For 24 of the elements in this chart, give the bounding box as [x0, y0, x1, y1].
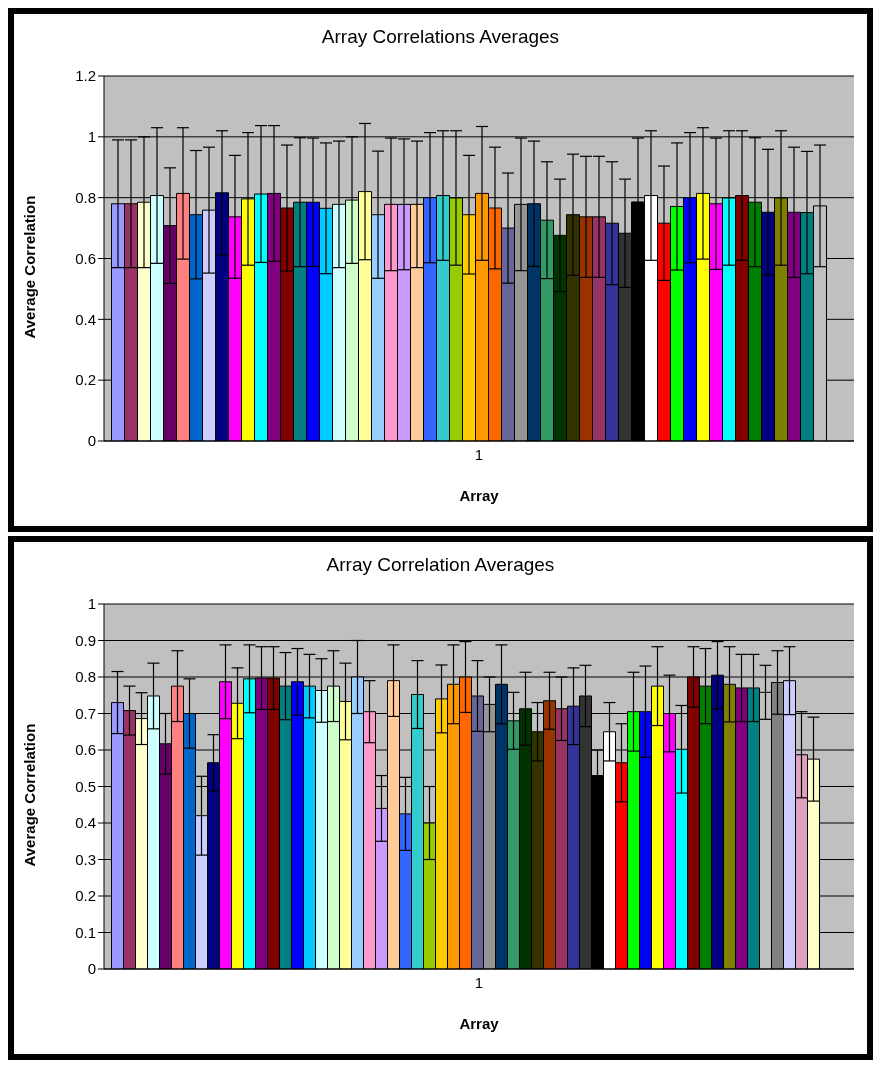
- chart-title: Array Correlations Averages: [320, 25, 561, 49]
- y-tick-label: 1: [87, 595, 96, 613]
- y-tick-label: 0.8: [75, 188, 96, 206]
- y-tick-label: 1.2: [75, 67, 96, 85]
- y-tick-label: 0: [87, 960, 96, 978]
- y-tick-label: 0.9: [75, 631, 96, 649]
- y-tick-label: 1: [87, 128, 96, 146]
- y-tick-label: 0.6: [75, 249, 96, 267]
- y-tick-label: 0.4: [75, 814, 96, 832]
- y-tick-label: 0.4: [75, 310, 96, 328]
- y-tick-label: 0.3: [75, 850, 96, 868]
- y-tick-label: 0.2: [75, 371, 96, 389]
- y-tick-label: 0: [87, 432, 96, 450]
- y-tick-label: 0.1: [75, 923, 96, 941]
- y-tick-label: 0.7: [75, 704, 96, 722]
- x-axis-title: Array: [459, 487, 500, 504]
- y-tick-label: 0.8: [75, 668, 96, 686]
- y-tick-label: 0.2: [75, 887, 96, 905]
- y-axis-title: Average Correlation: [21, 723, 39, 867]
- y-tick-label: 0.6: [75, 741, 96, 759]
- y-tick-label: 0.5: [75, 777, 96, 795]
- chart-title: Array Correlation Averages: [325, 553, 556, 577]
- x-axis-title: Array: [459, 1015, 500, 1032]
- y-axis-title: Average Correlation: [21, 195, 39, 339]
